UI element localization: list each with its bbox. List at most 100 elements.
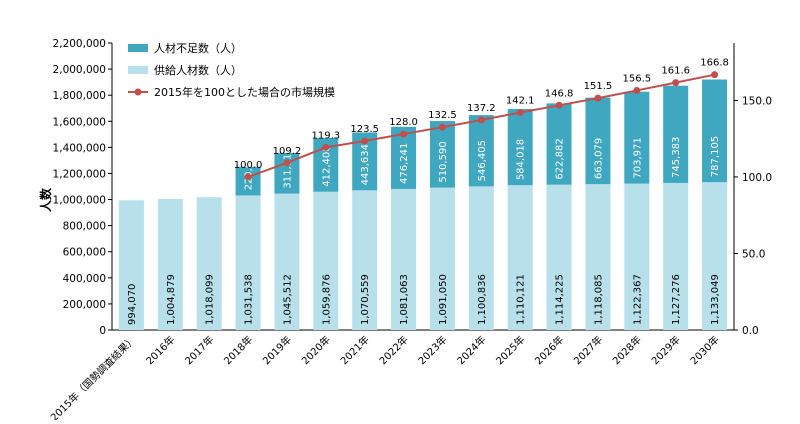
market-size-point xyxy=(711,71,719,79)
bar-label-supply: 1,133,049 xyxy=(710,274,721,325)
market-size-label: 151.5 xyxy=(584,81,613,92)
market-size-point xyxy=(516,108,524,116)
y2-tick-label: 0.0 xyxy=(742,325,759,337)
bar-supply xyxy=(352,190,378,330)
bar-label-supply: 1,110,121 xyxy=(516,274,527,325)
bar-label-supply: 1,122,367 xyxy=(632,274,643,325)
bar-label-shortage: 510,590 xyxy=(438,141,449,182)
bar-shortage xyxy=(585,97,611,185)
bar-supply xyxy=(429,187,455,330)
line-layer: 100.0 109.2 119.3 123.5 128.0 132.5 137.2 142.1… xyxy=(234,58,729,181)
market-size-label: 142.1 xyxy=(506,95,535,106)
bar-shortage xyxy=(507,108,533,186)
bar-label-supply: 1,118,085 xyxy=(593,274,604,325)
legend-marker-market xyxy=(134,88,142,96)
bar-supply xyxy=(196,197,222,330)
market-size-point xyxy=(322,143,330,151)
y2-tick-label: 150.0 xyxy=(742,95,772,107)
bar-supply xyxy=(624,183,650,330)
bar-supply xyxy=(391,188,417,330)
bar-supply xyxy=(468,186,494,330)
bar-shortage xyxy=(702,79,728,183)
bar-shortage xyxy=(546,103,572,185)
market-size-point xyxy=(244,173,252,181)
bar-label-shortage: 546,405 xyxy=(477,140,488,181)
market-size-label: 137.2 xyxy=(467,103,496,114)
market-size-point xyxy=(400,130,408,138)
market-size-point xyxy=(361,137,369,145)
market-size-label: 100.0 xyxy=(234,160,263,171)
bar-label-supply: 1,031,538 xyxy=(244,274,255,325)
market-size-label: 156.5 xyxy=(622,73,651,84)
bar-label-shortage: 311,915 xyxy=(282,147,293,188)
y2-tick-label: 100.0 xyxy=(742,172,772,184)
bar-label-supply: 1,018,099 xyxy=(205,274,216,325)
bar-shortage xyxy=(663,85,689,183)
market-size-label: 119.3 xyxy=(311,130,340,141)
bar-label-supply: 1,059,876 xyxy=(321,274,332,325)
market-size-label: 123.5 xyxy=(350,124,379,135)
y-tick-label: 800,000 xyxy=(63,221,106,233)
bar-label-supply: 1,004,879 xyxy=(166,274,177,325)
bar-label-supply: 1,127,276 xyxy=(671,274,682,325)
bar-label-shortage: 412,400 xyxy=(321,145,332,186)
y-tick-label: 600,000 xyxy=(63,247,106,259)
bar-supply xyxy=(313,191,339,330)
market-size-point xyxy=(555,101,563,109)
market-size-label: 109.2 xyxy=(273,146,302,157)
y-tick-label: 0 xyxy=(99,325,106,337)
y-tick-label: 2,200,000 xyxy=(53,38,106,50)
bar-supply xyxy=(118,200,144,330)
market-size-point xyxy=(283,159,291,167)
bar-label-supply: 1,091,050 xyxy=(438,274,449,325)
bar-shortage xyxy=(468,115,494,187)
bar-supply xyxy=(235,195,261,330)
y-tick-label: 400,000 xyxy=(63,273,106,285)
market-size-point xyxy=(594,94,602,102)
bar-label-shortage: 663,079 xyxy=(593,138,604,179)
y-tick-label: 1,000,000 xyxy=(53,195,106,207)
y2-tick-label: 50.0 xyxy=(742,248,765,260)
bars-layer: 994,070 1,004,879 1,018,099 1,031,538 220,00… xyxy=(118,79,728,330)
market-size-label: 128.0 xyxy=(389,117,418,128)
y-tick-label: 200,000 xyxy=(63,299,106,311)
bar-label-supply: 994,070 xyxy=(127,284,138,325)
market-size-point xyxy=(633,86,641,94)
y-tick-label: 1,600,000 xyxy=(53,116,106,128)
market-size-label: 146.8 xyxy=(545,88,574,99)
bar-supply xyxy=(507,185,533,330)
bar-supply xyxy=(546,184,572,330)
legend-swatch-supply xyxy=(128,66,148,74)
legend: 人材不足数（人） 供給人材数（人） 2015年を100とした場合の市場規模 xyxy=(128,41,335,99)
bar-label-supply: 1,045,512 xyxy=(282,274,293,325)
market-size-label: 132.5 xyxy=(428,110,457,121)
bar-label-shortage: 476,241 xyxy=(399,143,410,184)
bar-shortage xyxy=(429,121,455,188)
bar-supply xyxy=(274,193,300,330)
bar-label-shortage: 220,000 xyxy=(244,149,255,190)
bar-supply xyxy=(663,182,689,330)
bar-label-shortage: 584,018 xyxy=(516,139,527,180)
legend-label-shortage: 人材不足数（人） xyxy=(154,41,242,55)
legend-label-supply: 供給人材数（人） xyxy=(154,63,242,77)
legend-swatch-shortage xyxy=(128,44,148,52)
bar-label-shortage: 787,105 xyxy=(710,136,721,177)
bar-supply xyxy=(702,182,728,330)
market-size-point xyxy=(438,123,446,131)
bar-label-supply: 1,081,063 xyxy=(399,274,410,325)
bar-shortage xyxy=(624,91,650,184)
bar-label-supply: 1,100,836 xyxy=(477,274,488,325)
y-tick-label: 1,800,000 xyxy=(53,90,106,102)
bar-label-supply: 1,070,559 xyxy=(360,274,371,325)
market-size-point xyxy=(477,116,485,124)
bar-shortage xyxy=(235,166,261,196)
y-tick-label: 1,200,000 xyxy=(53,168,106,180)
y-tick-label: 2,000,000 xyxy=(53,64,106,76)
market-size-label: 161.6 xyxy=(661,66,690,77)
bar-supply xyxy=(585,184,611,330)
bar-label-shortage: 745,383 xyxy=(671,137,682,178)
market-size-label: 166.8 xyxy=(700,58,729,69)
bar-label-shortage: 622,882 xyxy=(555,138,566,179)
bar-label-shortage: 703,971 xyxy=(632,137,643,178)
